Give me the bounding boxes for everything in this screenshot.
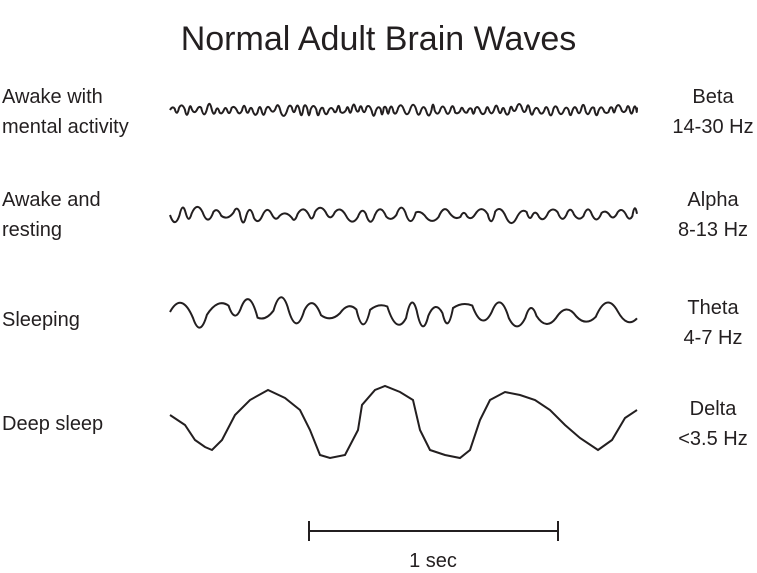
band-name: Beta: [692, 86, 734, 108]
diagram-title: Normal Adult Brain Waves: [180, 20, 577, 58]
state-line: mental activity: [2, 116, 129, 138]
delta-wave: [169, 384, 638, 460]
beta-wave: [169, 102, 638, 117]
band-frequency: 8-13 Hz: [677, 219, 749, 241]
state-label-beta: Awake with mental activity: [2, 82, 129, 142]
theta-wave: [169, 296, 638, 329]
state-line: Awake and: [2, 189, 101, 211]
band-label-alpha: Alpha 8-13 Hz: [663, 185, 757, 245]
band-name: Delta: [689, 398, 737, 420]
band-frequency: <3.5 Hz: [678, 428, 748, 450]
state-line: resting: [2, 219, 63, 241]
state-label-theta: Sleeping: [2, 305, 80, 335]
state-line: Sleeping: [2, 309, 80, 331]
band-frequency: 4-7 Hz: [683, 327, 743, 349]
band-frequency: 14-30 Hz: [672, 116, 754, 138]
band-label-delta: Delta <3.5 Hz: [663, 394, 757, 454]
band-name: Theta: [687, 297, 739, 319]
state-label-delta: Deep sleep: [2, 409, 103, 439]
scale-bar-label: 1 sec: [409, 550, 457, 572]
state-label-alpha: Awake and resting: [2, 185, 101, 245]
state-line: Awake with: [2, 86, 103, 108]
state-line: Deep sleep: [2, 413, 104, 435]
band-label-theta: Theta 4-7 Hz: [663, 293, 757, 353]
band-label-beta: Beta 14-30 Hz: [663, 82, 757, 142]
alpha-wave: [169, 205, 638, 225]
scale-bar: [308, 521, 559, 541]
band-name: Alpha: [687, 189, 739, 211]
